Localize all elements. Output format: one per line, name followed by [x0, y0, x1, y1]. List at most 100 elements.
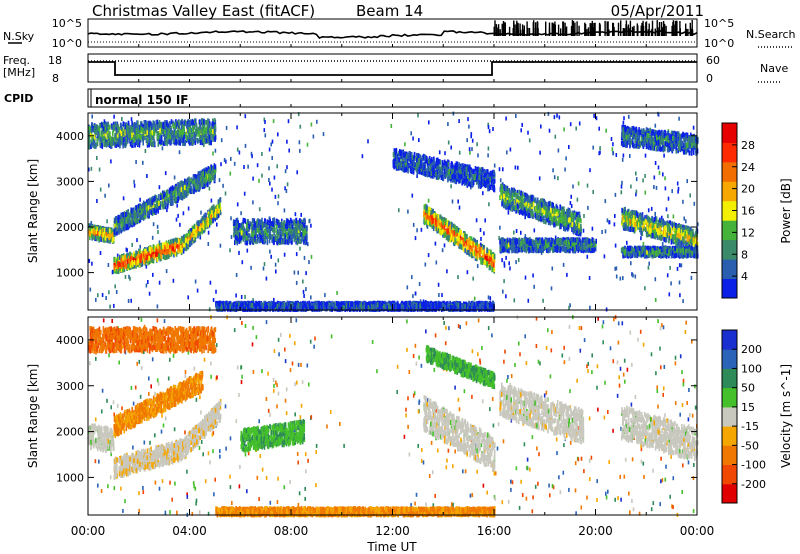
- noise-cell: [444, 151, 446, 156]
- data-cell: [193, 229, 195, 234]
- data-cell: [546, 217, 548, 223]
- data-cell: [438, 218, 441, 223]
- data-cell: [471, 245, 473, 251]
- data-cell: [179, 242, 181, 247]
- noise-cell: [235, 293, 237, 298]
- data-cell: [155, 195, 158, 201]
- noise-cell: [302, 279, 304, 284]
- data-cell: [141, 252, 143, 258]
- noise-cell: [575, 126, 577, 131]
- noise-cell: [548, 128, 551, 133]
- data-cell: [177, 196, 180, 202]
- noise-cell: [269, 181, 271, 186]
- data-cell: [283, 238, 285, 243]
- noise-cell: [288, 148, 290, 153]
- data-cell: [570, 223, 573, 229]
- data-cell: [107, 227, 109, 233]
- noise-cell: [569, 303, 571, 308]
- noise-cell: [152, 222, 155, 227]
- data-cell: [534, 206, 536, 211]
- data-cell: [136, 255, 138, 261]
- data-cell: [484, 255, 487, 261]
- noise-cell: [131, 242, 133, 247]
- data-cell: [207, 222, 209, 228]
- noise-cell: [286, 139, 288, 144]
- data-cell: [296, 234, 299, 240]
- data-cell: [427, 220, 429, 226]
- noise-cell: [484, 218, 486, 223]
- data-cell: [541, 205, 543, 210]
- data-cell: [238, 232, 240, 238]
- data-cell: [274, 234, 277, 240]
- noise-cell: [499, 225, 501, 230]
- data-cell: [277, 228, 279, 234]
- noise-cell: [443, 243, 446, 248]
- data-cell: [205, 167, 208, 173]
- data-cell: [242, 236, 245, 242]
- data-cell: [525, 201, 527, 207]
- data-cell: [530, 195, 533, 201]
- data-cell: [529, 206, 531, 212]
- nsky-bottom-tick: 10^0: [52, 37, 82, 50]
- data-cell: [192, 175, 195, 181]
- data-cell: [189, 178, 192, 184]
- data-cell: [241, 232, 244, 238]
- noise-cell: [577, 211, 579, 216]
- data-cell: [208, 208, 211, 214]
- data-cell: [286, 231, 288, 237]
- data-cell: [172, 243, 174, 249]
- data-cell: [435, 226, 438, 232]
- data-cell: [244, 231, 247, 237]
- noise-cell: [252, 298, 254, 303]
- data-cell: [296, 224, 299, 230]
- noise-cell: [667, 196, 670, 201]
- data-cell: [558, 216, 561, 222]
- data-cell: [272, 237, 275, 243]
- data-cell: [111, 237, 114, 243]
- data-cell: [573, 223, 576, 229]
- data-cell: [210, 214, 213, 220]
- noise-cell: [676, 266, 679, 271]
- data-cell: [264, 237, 266, 243]
- noise-cell: [475, 218, 478, 223]
- data-cell: [191, 179, 193, 185]
- data-cell: [212, 213, 215, 219]
- data-cell: [459, 229, 461, 235]
- data-cell: [238, 223, 241, 228]
- data-cell: [286, 239, 289, 245]
- data-cell: [528, 195, 531, 201]
- data-cell: [288, 220, 291, 226]
- noise-cell: [230, 156, 232, 161]
- data-cell: [501, 188, 503, 194]
- data-cell: [133, 213, 136, 219]
- data-cell: [511, 192, 514, 198]
- noise-cell: [295, 280, 298, 285]
- data-cell: [243, 233, 246, 239]
- data-cell: [147, 210, 150, 216]
- data-cell: [139, 214, 142, 220]
- noise-cell: [277, 194, 280, 199]
- data-cell: [193, 178, 196, 184]
- data-cell: [574, 212, 576, 218]
- data-cell: [175, 186, 177, 192]
- data-cell: [300, 226, 302, 232]
- noise-cell: [244, 143, 247, 148]
- noise-cell: [668, 292, 671, 297]
- data-cell: [137, 207, 140, 213]
- noise-cell: [105, 296, 107, 300]
- data-cell: [266, 219, 268, 225]
- data-cell: [513, 187, 515, 193]
- noise-cell: [556, 113, 558, 118]
- data-cell: [268, 224, 271, 229]
- data-cell: [301, 224, 303, 230]
- data-cell: [452, 240, 455, 246]
- data-cell: [214, 167, 217, 173]
- noise-cell: [524, 275, 527, 280]
- data-cell: [430, 210, 432, 216]
- data-cell: [254, 222, 257, 228]
- noise-cell: [667, 214, 669, 219]
- data-cell: [218, 203, 221, 209]
- data-cell: [145, 207, 147, 213]
- noise-cell: [612, 142, 614, 147]
- data-cell: [261, 239, 264, 245]
